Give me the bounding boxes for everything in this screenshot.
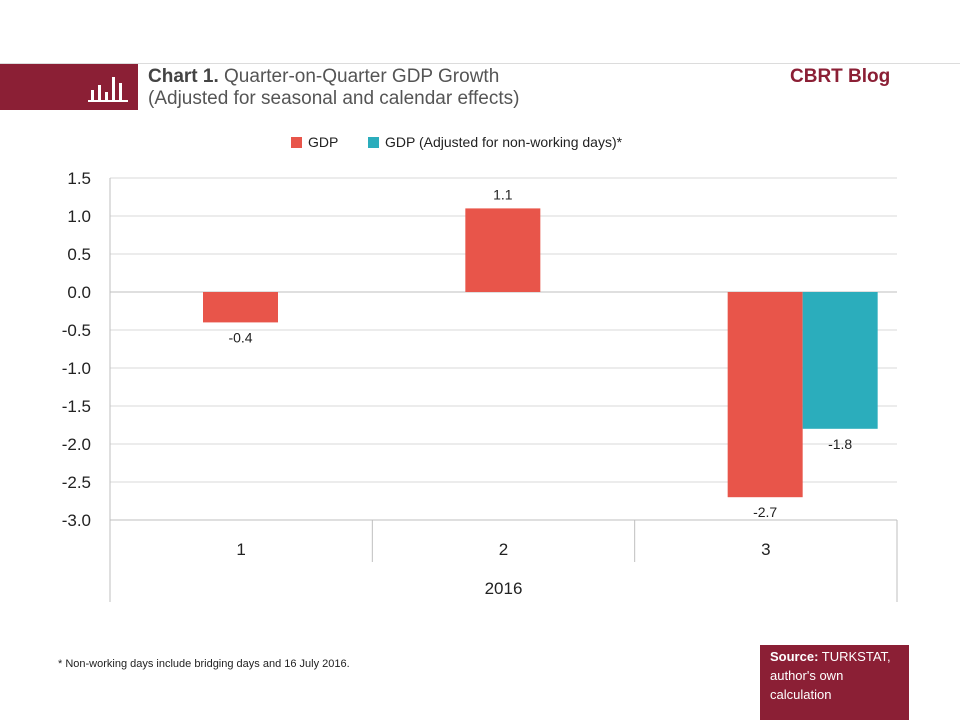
y-tick-label: -3.0 bbox=[62, 511, 91, 530]
bar-gdp bbox=[465, 208, 541, 292]
data-label: -2.7 bbox=[753, 504, 777, 520]
x-tick-label: 2 bbox=[499, 540, 508, 559]
legend-item-gdp: GDP bbox=[291, 134, 338, 150]
y-tick-label: 0.0 bbox=[67, 283, 91, 302]
header-divider bbox=[0, 63, 960, 64]
legend-item-gdp-adjusted: GDP (Adjusted for non-working days)* bbox=[368, 134, 622, 150]
legend-label-gdp: GDP bbox=[308, 134, 339, 150]
source-label: Source: bbox=[770, 649, 819, 664]
y-tick-label: 1.5 bbox=[67, 169, 91, 188]
chart-number: Chart 1. bbox=[148, 66, 219, 87]
bar-gdp-adjusted bbox=[802, 292, 878, 429]
y-tick-label: 0.5 bbox=[67, 245, 91, 264]
x-tick-label: 3 bbox=[761, 540, 770, 559]
y-tick-label: -1.5 bbox=[62, 397, 91, 416]
footnote: * Non-working days include bridging days… bbox=[58, 658, 350, 670]
bar-gdp bbox=[203, 292, 278, 323]
x-tick-label: 1 bbox=[236, 540, 245, 559]
y-tick-label: -1.0 bbox=[62, 359, 91, 378]
legend-swatch-gdp bbox=[291, 136, 302, 148]
source-box: Source: TURKSTAT, author's own calculati… bbox=[760, 645, 909, 720]
y-tick-label: -2.5 bbox=[62, 473, 91, 492]
header-band bbox=[0, 64, 138, 110]
legend-swatch-gdp-adjusted bbox=[368, 136, 379, 148]
source-text: TURKSTAT, author's own calculation bbox=[770, 649, 891, 702]
y-tick-label: -2.0 bbox=[62, 435, 91, 454]
chart-subtitle: (Adjusted for seasonal and calendar effe… bbox=[148, 88, 520, 109]
bar-gdp bbox=[727, 292, 803, 498]
chart-title: Quarter-on-Quarter GDP Growth bbox=[224, 66, 500, 87]
data-label: 1.1 bbox=[493, 186, 513, 202]
blog-name: CBRT Blog bbox=[790, 66, 891, 87]
data-label: -1.8 bbox=[828, 436, 852, 452]
x-group-label: 2016 bbox=[485, 579, 523, 598]
data-label: -0.4 bbox=[228, 329, 252, 345]
y-tick-label: -0.5 bbox=[62, 321, 91, 340]
chart-title-block: Chart 1. Quarter-on-Quarter GDP Growth (… bbox=[148, 66, 519, 110]
legend-label-gdp-adjusted: GDP (Adjusted for non-working days)* bbox=[385, 134, 623, 150]
y-tick-label: 1.0 bbox=[67, 207, 91, 226]
bar-chart-icon bbox=[88, 77, 128, 102]
